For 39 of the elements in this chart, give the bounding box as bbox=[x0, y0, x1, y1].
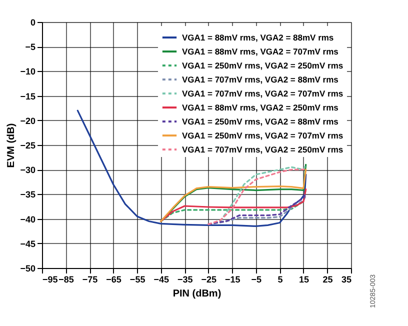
y-tick-label: 0 bbox=[30, 18, 36, 28]
line-series bbox=[208, 166, 307, 226]
y-tick-label: −30 bbox=[20, 165, 36, 176]
legend-label: VGA1 = 250mV rms, VGA2 = 88mV rms bbox=[182, 116, 339, 126]
y-tick-label: −25 bbox=[20, 140, 36, 150]
legend-label: VGA1 = 707mV rms, VGA2 = 707mV rms bbox=[182, 88, 344, 98]
x-tick-label: 35 bbox=[341, 274, 352, 284]
legend-label: VGA1 = 88mV rms, VGA2 = 250mV rms bbox=[182, 102, 339, 112]
legend-label: VGA1 = 707mV rms, VGA2 = 88mV rms bbox=[182, 74, 339, 84]
y-tick-label: −50 bbox=[20, 264, 36, 274]
y-axis-title: EVM (dB) bbox=[6, 123, 18, 168]
x-tick-label: 15 bbox=[298, 274, 309, 284]
y-tick-label: −45 bbox=[20, 238, 36, 249]
x-tick-label: −55 bbox=[130, 274, 146, 284]
x-tick-label: 5 bbox=[278, 274, 283, 284]
y-tick-label: −15 bbox=[20, 91, 36, 102]
x-tick-label: −15 bbox=[225, 274, 240, 284]
x-tick-label: −5 bbox=[251, 274, 262, 284]
x-tick-label: −85 bbox=[58, 274, 74, 284]
legend-label: VGA1 = 707mV rms, VGA2 = 250mV rms bbox=[182, 144, 344, 154]
x-tick-label: −45 bbox=[154, 274, 169, 284]
y-tick-label: −20 bbox=[20, 116, 36, 126]
line-series bbox=[219, 164, 307, 222]
x-axis-title: PIN (dBm) bbox=[172, 288, 222, 300]
x-tick-label: −75 bbox=[82, 274, 98, 284]
legend-label: VGA1 = 250mV rms, VGA2 = 250mV rms bbox=[182, 60, 344, 70]
legend-label: VGA1 = 250mV rms, VGA2 = 707mV rms bbox=[182, 130, 344, 140]
legend-label: VGA1 = 88mV rms, VGA2 = 88mV rms bbox=[182, 32, 334, 42]
legend-label: VGA1 = 88mV rms, VGA2 = 707mV rms bbox=[182, 46, 339, 56]
y-tick-label: −40 bbox=[20, 214, 36, 224]
x-tick-label: −25 bbox=[201, 274, 217, 284]
x-tick-label: 25 bbox=[322, 274, 333, 284]
y-tick-label: −10 bbox=[20, 66, 36, 77]
y-tick-label: −5 bbox=[25, 42, 36, 52]
x-tick-label: −95 bbox=[42, 274, 58, 284]
x-tick-label: −35 bbox=[177, 274, 193, 284]
y-tick-label: −35 bbox=[20, 190, 36, 200]
x-tick-label: −65 bbox=[106, 274, 122, 284]
line-series bbox=[160, 188, 307, 222]
